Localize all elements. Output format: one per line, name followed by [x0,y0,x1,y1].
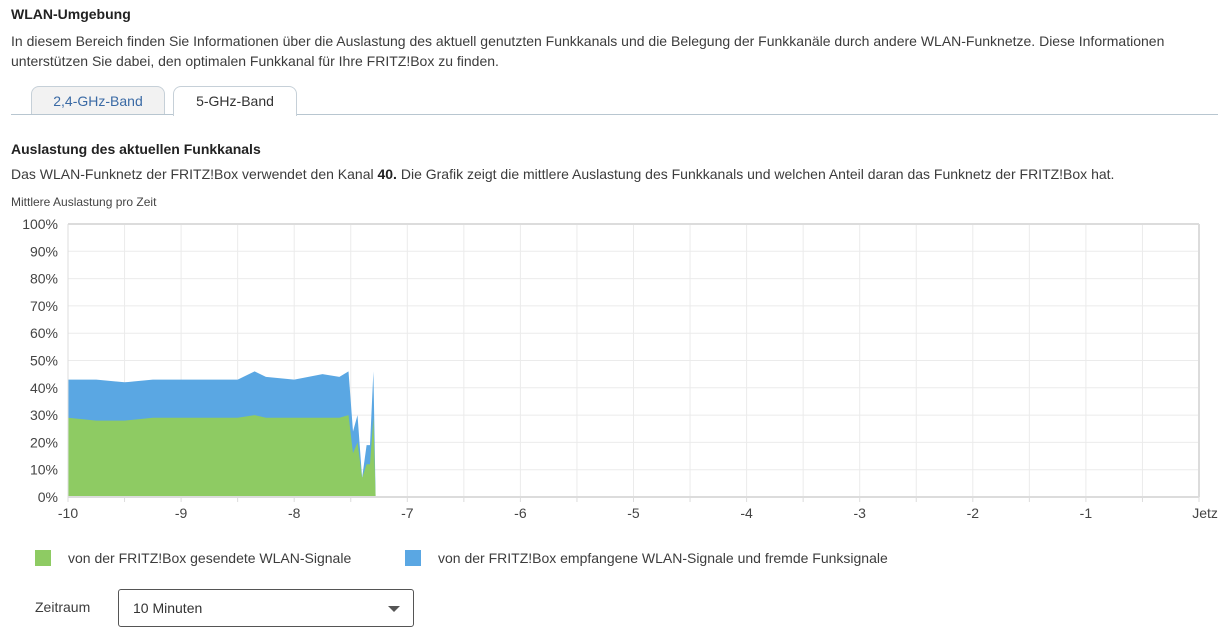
y-tick-label: 100% [22,216,58,232]
period-label: Zeitraum [35,599,91,615]
legend-label-received: von der FRITZ!Box empfangene WLAN-Signal… [438,550,888,566]
utilization-chart: 0%10%20%30%40%50%60%70%80%90%100% -10 -9-… [22,216,1218,521]
legend-received: von der FRITZ!Box empfangene WLAN-Signal… [405,550,888,566]
chart-areas [68,371,376,497]
section-desc-after: Die Grafik zeigt die mittlere Auslastung… [396,166,1115,182]
y-tick-label: 10% [30,462,58,478]
section-description: Das WLAN-Funknetz der FRITZ!Box verwende… [11,166,1114,182]
x-tick-label: -3 [853,505,866,521]
y-axis-labels: 0% 10% 20% 30% 40% 50% 60% 70% 80% 90% 100% [22,216,58,505]
x-tick-label: -1 [1080,505,1093,521]
x-tick-label: -5 [627,505,640,521]
section-desc-before: Das WLAN-Funknetz der FRITZ!Box verwende… [11,166,378,182]
chevron-down-icon [388,606,400,612]
y-tick-label: 60% [30,325,58,341]
y-tick-label: 80% [30,271,58,287]
chart-axes [67,223,1200,502]
y-tick-label: 40% [30,380,58,396]
y-tick-label: 20% [30,434,58,450]
period-select-value: 10 Minuten [133,600,203,616]
section-title: Auslastung des aktuellen Funkkanals [11,141,261,157]
page-description: In diesem Bereich finden Sie Information… [11,33,1165,69]
period-select[interactable]: 10 Minuten [118,589,414,627]
legend-sent: von der FRITZ!Box gesendete WLAN-Signale [35,550,351,566]
legend-swatch-sent [35,550,51,566]
x-tick-label: -4 [740,505,753,521]
y-tick-label: 70% [30,298,58,314]
x-tick-label: -9 [175,505,188,521]
x-tick-label: -2 [967,505,980,521]
area-sent [68,415,376,497]
y-tick-label: 50% [30,353,58,369]
y-tick-label: 30% [30,407,58,423]
x-tick-label: -6 [514,505,527,521]
tab-5-ghz[interactable]: 5-GHz-Band [173,86,297,116]
y-tick-label: 90% [30,243,58,259]
x-axis-labels: -10 -9 -8 -7 -6 -5 -4 -3 -2 -1 Jetzt [58,505,1218,521]
tab-2-4-ghz[interactable]: 2,4-GHz-Band [31,86,165,115]
x-tick-label: -7 [401,505,414,521]
page-title: WLAN-Umgebung [11,6,131,22]
channel-number: 40. [377,166,397,182]
legend-label-sent: von der FRITZ!Box gesendete WLAN-Signale [68,550,352,566]
legend-swatch-received [405,550,421,566]
tab-divider [11,114,1218,115]
x-tick-label: -10 [58,505,78,521]
y-tick-label: 0% [38,489,58,505]
x-tick-label: Jetzt [1192,505,1218,521]
x-tick-label: -8 [288,505,301,521]
chart-title: Mittlere Auslastung pro Zeit [11,195,157,209]
